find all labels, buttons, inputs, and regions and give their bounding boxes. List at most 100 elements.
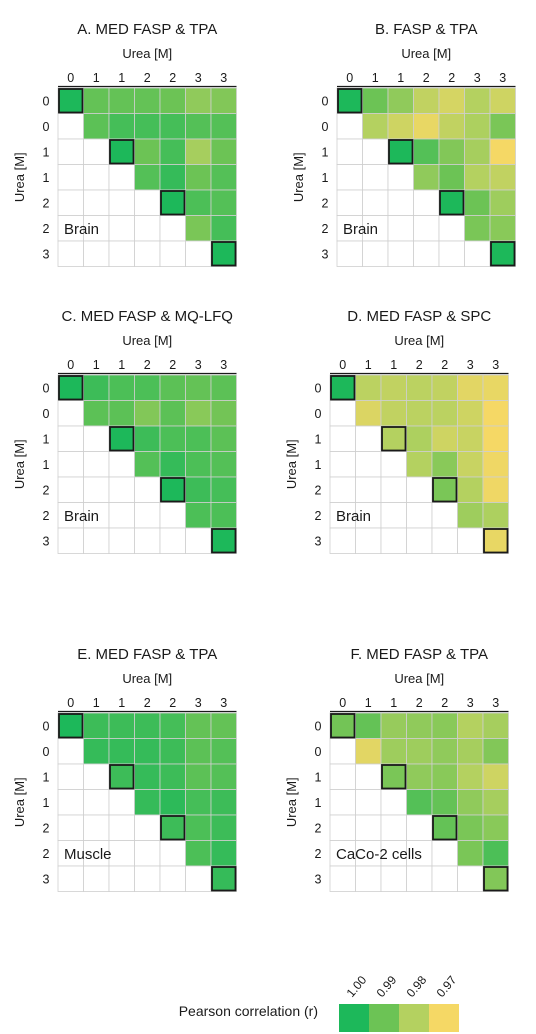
x-tick-label: 3 xyxy=(220,358,227,372)
heatmap-empty-cell xyxy=(108,476,135,503)
x-tick-label: 2 xyxy=(169,696,176,710)
y-axis-label: Urea [M] xyxy=(284,439,299,489)
heatmap-empty-cell xyxy=(108,502,135,529)
heatmap-empty-cell xyxy=(406,840,433,867)
heatmap-cell xyxy=(108,425,135,452)
heatmap-cell xyxy=(108,113,135,140)
heatmap-cell xyxy=(185,189,212,216)
heatmap-empty-cell xyxy=(159,527,186,554)
heatmap-cell xyxy=(108,400,135,427)
heatmap-cell xyxy=(406,763,433,790)
heatmap-empty-cell xyxy=(329,789,356,816)
x-tick-label: 3 xyxy=(220,696,227,710)
y-axis-label: Urea [M] xyxy=(291,152,306,202)
y-tick-label: 1 xyxy=(43,171,50,185)
highlight-box xyxy=(211,241,237,267)
heatmap-cell xyxy=(185,164,212,191)
heatmap-empty-cell xyxy=(380,502,407,529)
highlight-box xyxy=(483,866,509,892)
heatmap-panel-c: C. MED FASP & MQ-LFQ Urea [M] Urea [M] 0 1 1 2… xyxy=(12,308,237,554)
heatmap-empty-cell xyxy=(108,840,135,867)
x-axis-label: Urea [M] xyxy=(394,333,444,348)
heatmap-cell xyxy=(210,712,237,739)
heatmap-cell xyxy=(489,189,516,216)
heatmap-empty-cell xyxy=(108,451,135,478)
heatmap-cell xyxy=(489,215,516,242)
x-tick-label: 0 xyxy=(346,71,353,85)
heatmap-cell xyxy=(362,87,389,114)
heatmap-empty-cell xyxy=(406,527,433,554)
x-tick-label: 1 xyxy=(93,71,100,85)
heatmap-cell xyxy=(482,476,509,503)
heatmap-cell xyxy=(457,814,484,841)
x-tick-label: 1 xyxy=(397,71,404,85)
x-axis-label: Urea [M] xyxy=(122,46,172,61)
highlight-box xyxy=(330,375,356,401)
legend-tick-label: 1.00 xyxy=(344,973,370,1000)
heatmap-cell xyxy=(57,374,84,401)
heatmap-empty-cell xyxy=(57,189,84,216)
heatmap-cell xyxy=(438,164,465,191)
heatmap-cell xyxy=(210,189,237,216)
y-tick-label: 3 xyxy=(43,247,50,261)
heatmap-empty-cell xyxy=(355,865,382,892)
highlight-box xyxy=(109,426,135,452)
y-tick-label: 1 xyxy=(322,171,329,185)
heatmap-cell xyxy=(83,400,110,427)
heatmap-empty-cell xyxy=(57,138,84,165)
heatmap-cell xyxy=(329,374,356,401)
x-tick-label: 1 xyxy=(118,358,125,372)
x-tick-label: 3 xyxy=(467,696,474,710)
heatmap-cell xyxy=(108,763,135,790)
panel-title: A. MED FASP & TPA xyxy=(77,21,217,38)
heatmap-panel-e: E. MED FASP & TPA Urea [M] Urea [M] 0 1 1 2 2 3 3… xyxy=(12,646,237,892)
heatmap-cell xyxy=(482,425,509,452)
legend-tick-label: 0.98 xyxy=(404,973,430,1000)
heatmap-cell xyxy=(159,738,186,765)
heatmap-cell xyxy=(464,113,491,140)
heatmap-cell xyxy=(438,87,465,114)
heatmap-empty-cell xyxy=(355,814,382,841)
heatmap-cell xyxy=(482,738,509,765)
y-axis-label: Urea [M] xyxy=(12,152,27,202)
x-tick-label: 1 xyxy=(365,696,372,710)
heatmap-cell xyxy=(482,865,509,892)
heatmap-cell xyxy=(159,113,186,140)
heatmap-cell xyxy=(413,138,440,165)
panel-title: E. MED FASP & TPA xyxy=(77,646,217,663)
heatmap-empty-cell xyxy=(329,400,356,427)
heatmap-empty-cell xyxy=(329,527,356,554)
heatmap-empty-cell xyxy=(336,164,363,191)
y-tick-label: 3 xyxy=(315,534,322,548)
legend-swatch xyxy=(339,1004,369,1032)
heatmap-empty-cell xyxy=(355,476,382,503)
heatmap-cell xyxy=(83,712,110,739)
x-tick-label: 1 xyxy=(93,358,100,372)
heatmap-cell xyxy=(210,840,237,867)
legend-tick-label: 0.99 xyxy=(374,973,400,1000)
heatmap-empty-cell xyxy=(431,865,458,892)
x-tick-label: 0 xyxy=(67,358,74,372)
heatmap-empty-cell xyxy=(134,189,161,216)
y-tick-label: 2 xyxy=(322,196,329,210)
heatmap-empty-cell xyxy=(57,840,84,867)
heatmap-cell xyxy=(210,113,237,140)
heatmap-empty-cell xyxy=(57,400,84,427)
y-tick-label: 1 xyxy=(43,796,50,810)
heatmap-cell xyxy=(210,240,237,267)
heatmap-empty-cell xyxy=(406,502,433,529)
heatmap-cell xyxy=(210,814,237,841)
heatmap-cell xyxy=(134,763,161,790)
x-tick-label: 2 xyxy=(441,696,448,710)
y-tick-label: 1 xyxy=(43,145,50,159)
heatmap-empty-cell xyxy=(57,502,84,529)
heatmap-cell xyxy=(482,527,509,554)
heatmap-cell xyxy=(413,164,440,191)
x-axis-label: Urea [M] xyxy=(122,333,172,348)
heatmap-cell xyxy=(159,87,186,114)
x-tick-label: 3 xyxy=(195,696,202,710)
highlight-box xyxy=(160,477,186,503)
y-tick-label: 0 xyxy=(315,719,322,733)
heatmap-cell xyxy=(159,712,186,739)
heatmap-cell xyxy=(134,164,161,191)
